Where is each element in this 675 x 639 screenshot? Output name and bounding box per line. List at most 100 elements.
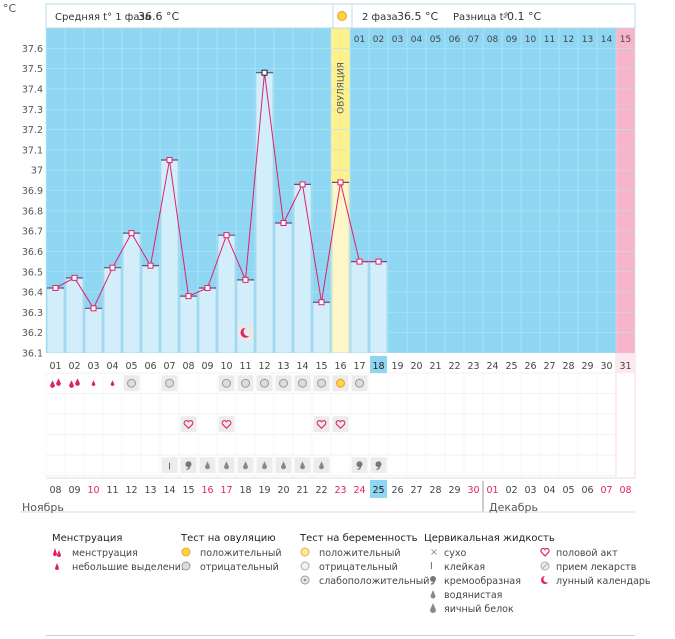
ovtest-negative-icon (181, 561, 191, 571)
post-ovulation-day-label: 03 (392, 35, 403, 45)
temperature-bar (122, 232, 141, 354)
y-tick-label: 36.4 (22, 288, 43, 299)
temperature-point (261, 69, 268, 76)
cycle-day-label: 29 (581, 361, 593, 372)
legend-mucus-sticky: клейкая (444, 562, 486, 573)
legend-pregtest-positive: положительный (319, 548, 401, 559)
legend-menstruation-title: Менструация (52, 533, 123, 544)
calendar-day-label: 17 (220, 485, 232, 496)
y-tick-label: 36.3 (22, 308, 43, 319)
calendar-day-label: 23 (334, 485, 346, 496)
ovtest-negative-icon (222, 378, 231, 388)
calendar-day-label: 08 (619, 485, 631, 496)
medication-icon (540, 561, 550, 571)
mucus-creamy-tail (376, 466, 381, 470)
post-ovulation-day-label: 02 (373, 35, 384, 45)
temperature-point (90, 305, 97, 312)
temperature-point (166, 157, 173, 164)
mucus-watery-icon (319, 461, 324, 470)
post-ovulation-day-label: 09 (506, 35, 518, 45)
y-tick-label: 37 (31, 166, 43, 177)
phase2-value: 36.5 °C (397, 10, 438, 23)
temperature-point (375, 258, 382, 265)
intercourse-box (180, 416, 197, 433)
legend-mucus-creamy: кремообразная (444, 576, 521, 587)
y-axis-unit: °C (3, 2, 17, 15)
calendar-day-label: 29 (448, 485, 460, 496)
intercourse-heart-icon (183, 420, 194, 430)
temperature-bar (312, 301, 331, 354)
legend-mucus-dry: сухо (444, 548, 467, 559)
spotting-drop-icon (55, 563, 59, 570)
legend-ovtest-negative: отрицательный (200, 562, 279, 573)
y-tick-label: 36.5 (22, 267, 43, 278)
temperature-point (337, 179, 344, 186)
pregtest-weak-icon (300, 575, 310, 585)
post-ovulation-day-label: 05 (430, 35, 441, 45)
temperature-point (71, 274, 78, 281)
y-tick-label: 36.6 (22, 247, 43, 258)
bottom-divider (46, 635, 635, 636)
spotting-drop-icon (91, 380, 96, 386)
intercourse-heart-icon (540, 547, 550, 557)
legend-menstruation: менструация (72, 548, 138, 559)
menstruation-drop-icon (75, 378, 80, 386)
calendar-day-label: 24 (353, 485, 365, 496)
cycle-day-label: 25 (505, 361, 517, 372)
cycle-day-label: 31 (619, 361, 631, 372)
mucus-sticky-icon: I (168, 461, 171, 472)
calendar-day-label: 05 (562, 485, 574, 496)
cycle-day-label: 10 (220, 361, 232, 372)
calendar-day-label: 18 (239, 485, 251, 496)
cycle-day-label: 07 (163, 361, 175, 372)
phase1-label: Средняя t° 1 фаза (55, 12, 151, 23)
cycle-day-label: 27 (543, 361, 555, 372)
diff-value: -0.1 °C (503, 10, 541, 23)
cycle-day-label: 24 (486, 361, 498, 372)
y-tick-label: 37.1 (22, 145, 43, 156)
temperature-point (185, 293, 192, 300)
cycle-day-label: 22 (448, 361, 460, 372)
intercourse-box (218, 416, 235, 433)
today-highlight (370, 480, 387, 498)
cycle-day-label: 16 (334, 361, 346, 372)
legend-spotting: небольшие выделения (72, 562, 187, 573)
temperature-point (299, 181, 306, 188)
mucus-watery-icon (262, 461, 267, 470)
y-tick-label: 37.4 (22, 84, 43, 95)
calendar-day-label: 19 (258, 485, 270, 496)
temperature-point (318, 299, 325, 306)
calendar-day-label: 03 (524, 485, 536, 496)
post-ovulation-day-label: 01 (354, 35, 365, 45)
cycle-day-label: 20 (410, 361, 422, 372)
temperature-bar (293, 184, 312, 354)
y-tick-label: 36.8 (22, 206, 43, 217)
ovulation-sun-icon (337, 11, 347, 21)
current-cycle-day-highlight (370, 356, 387, 373)
mucus-dry-icon: × (430, 547, 438, 558)
mucus-watery-icon (430, 590, 436, 599)
temperature-bar (274, 222, 293, 354)
ovtest-negative-icon (165, 378, 174, 388)
calendar-day-label: 22 (315, 485, 327, 496)
calendar-day-label: 20 (277, 485, 289, 496)
cycle-day-label: 23 (467, 361, 479, 372)
ovtest-positive-icon (181, 547, 191, 557)
temperature-point (242, 276, 249, 283)
ovtest-negative-icon (298, 378, 307, 388)
menstruation-drops-icon (53, 548, 61, 557)
moon-icon (541, 575, 550, 584)
calendar-day-label: 08 (49, 485, 61, 496)
cycle-day-label: 12 (258, 361, 270, 372)
intercourse-heart-icon (316, 420, 327, 430)
post-ovulation-day-label: 14 (601, 35, 613, 45)
post-ovulation-day-label: 15 (620, 35, 631, 45)
temperature-line (55, 72, 379, 310)
ovulation-label: ОВУЛЯЦИЯ (337, 62, 347, 114)
intercourse-box (313, 416, 330, 433)
mucus-creamy-icon (185, 461, 192, 468)
calendar-day-label: 16 (201, 485, 213, 496)
ovtest-negative-icon (241, 378, 250, 388)
calendar-day-label: 30 (467, 485, 479, 496)
mucus-watery-icon (243, 461, 248, 470)
